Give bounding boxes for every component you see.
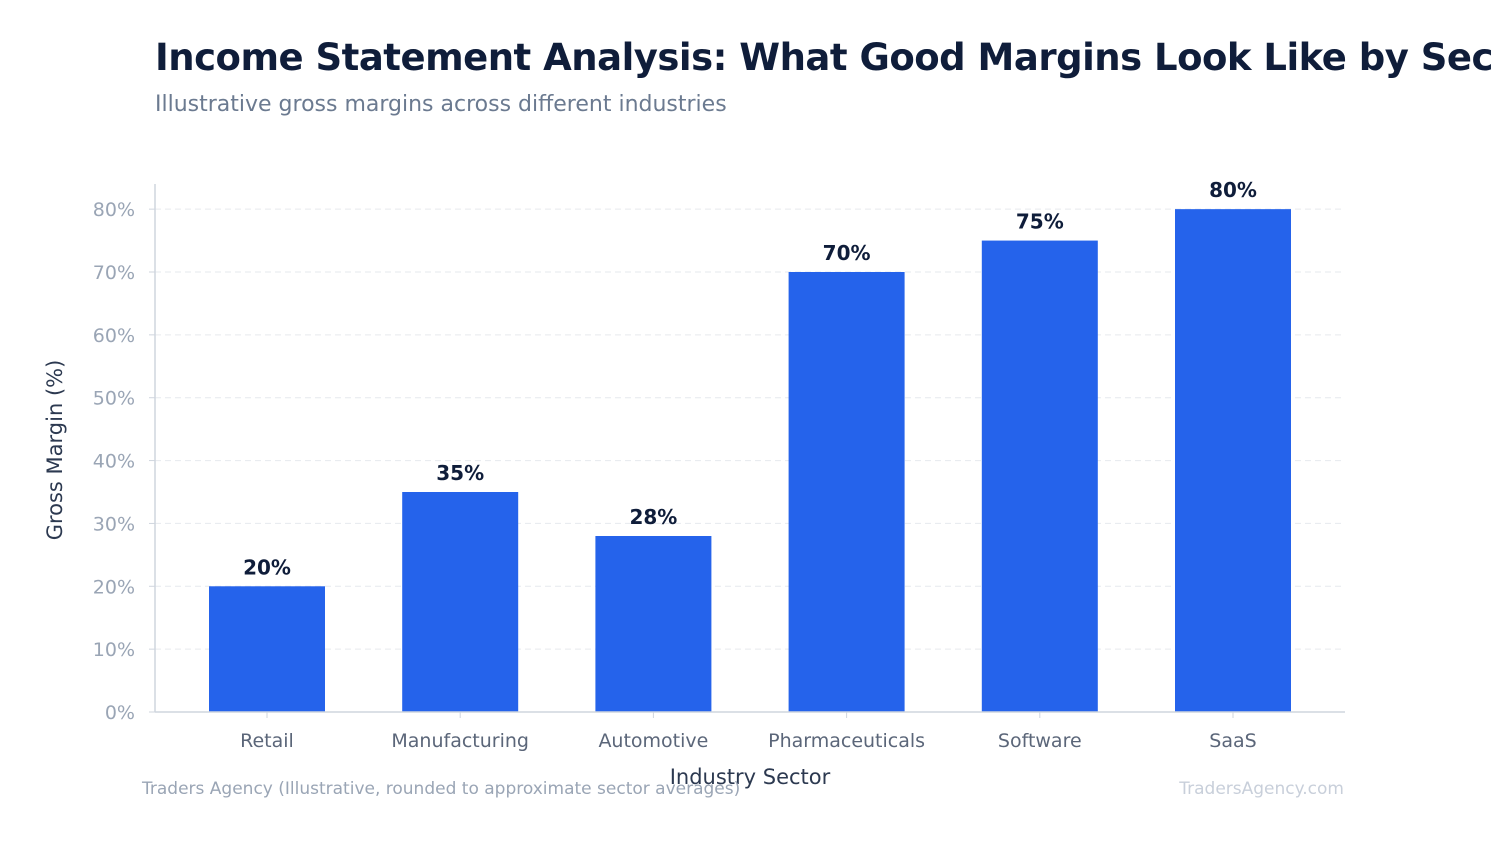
data-label: 75% [1016, 210, 1064, 234]
source-note: Traders Agency (Illustrative, rounded to… [142, 779, 741, 799]
x-axis-title: Industry Sector [670, 765, 831, 789]
bars [209, 209, 1291, 713]
x-tick-label: Retail [240, 730, 294, 752]
gridlines [155, 208, 1345, 650]
bar-manufacturing [402, 492, 519, 712]
y-tick-label: 10% [93, 639, 135, 661]
brand-watermark: TradersAgency.com [1179, 779, 1344, 799]
x-tick-label: Software [998, 730, 1082, 752]
x-tick-label: SaaS [1209, 730, 1256, 752]
y-tick-label: 20% [93, 576, 135, 598]
y-axis-title: Gross Margin (%) [43, 360, 67, 541]
labels: 0% 10% 20% 30% 40% 50% 60% 70% 80% 20% Retail 35% Ma… [93, 178, 1257, 752]
data-label: 20% [243, 555, 291, 579]
x-tick-label: Pharmaceuticals [768, 730, 925, 752]
chart-subtitle: Illustrative gross margins across differ… [155, 92, 727, 117]
chart-title: Income Statement Analysis: What Good Mar… [155, 36, 1492, 79]
y-tick-label: 30% [93, 513, 135, 535]
bar-saas [1175, 209, 1291, 712]
bar-pharmaceuticals [788, 272, 905, 712]
y-tick-label: 0% [105, 702, 135, 724]
data-label: 35% [436, 461, 484, 485]
data-label: 70% [823, 241, 871, 265]
data-label: 80% [1209, 178, 1257, 202]
x-tick-label: Automotive [598, 730, 708, 752]
data-label: 28% [629, 505, 677, 529]
y-tick-label: 70% [93, 262, 135, 284]
axes [149, 184, 1345, 718]
y-tick-label: 50% [93, 388, 135, 410]
x-tick-label: Manufacturing [391, 730, 529, 752]
y-tick-label: 80% [93, 199, 135, 221]
y-tick-label: 60% [93, 325, 135, 347]
bar-software [981, 240, 1098, 713]
bar-retail [209, 586, 325, 712]
y-tick-label: 40% [93, 451, 135, 473]
bar-automotive [595, 536, 712, 712]
